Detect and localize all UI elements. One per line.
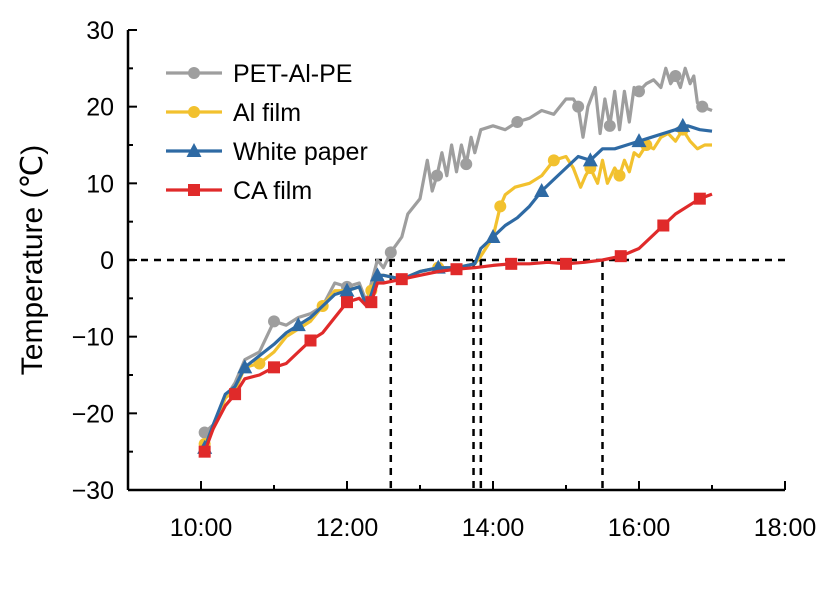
data-point — [384, 246, 397, 259]
y-tick-label: −20 — [72, 400, 114, 428]
series-white-paper — [197, 117, 713, 454]
data-point — [603, 119, 616, 132]
data-point — [657, 219, 670, 232]
legend-entry: PET-Al-PE — [166, 60, 352, 88]
series-pet-al-pe — [198, 66, 713, 439]
data-point — [431, 169, 444, 182]
data-point — [675, 117, 691, 132]
data-point — [341, 296, 353, 309]
legend-label: PET-Al-PE — [233, 60, 352, 88]
legend-entry: CA film — [166, 177, 312, 205]
y-tick-label: 30 — [86, 17, 114, 45]
data-point — [613, 169, 626, 182]
data-point — [304, 334, 317, 347]
legend: PET-Al-PE Al film White paper CA film — [166, 60, 368, 205]
data-point — [237, 359, 253, 374]
data-point — [693, 192, 706, 205]
y-axis-title: Temperature (℃) — [16, 145, 49, 375]
data-point — [633, 85, 645, 98]
x-tick-label: 14:00 — [462, 514, 525, 542]
data-point — [395, 273, 408, 286]
data-point — [229, 388, 242, 401]
data-point — [365, 296, 378, 309]
series-layer — [197, 66, 713, 458]
legend-entry: White paper — [166, 138, 368, 166]
data-point — [339, 282, 355, 297]
data-point — [560, 257, 572, 270]
series-line — [203, 66, 713, 434]
y-tick-label: −30 — [72, 477, 114, 505]
data-point — [450, 263, 463, 276]
axes: −30 −20 −10 0 10 20 30 10:00 12:00 14:00 16:00 18:0… — [72, 17, 817, 542]
data-point — [572, 100, 585, 113]
legend-label: CA film — [233, 177, 312, 205]
data-point — [268, 361, 280, 374]
y-tick-label: 10 — [86, 170, 114, 198]
data-point — [494, 200, 507, 213]
y-tick-label: 20 — [86, 94, 114, 122]
legend-entry: Al film — [166, 99, 301, 127]
legend-label: White paper — [233, 138, 368, 166]
data-point — [460, 158, 473, 171]
data-point — [696, 100, 709, 113]
legend-marker — [188, 184, 200, 196]
data-point — [614, 250, 627, 263]
data-point — [534, 183, 550, 197]
reference-lines — [128, 258, 785, 490]
legend-label: Al film — [233, 99, 301, 127]
series-ca-film — [198, 192, 713, 458]
data-point — [582, 152, 598, 167]
x-tick-label: 16:00 — [608, 514, 671, 542]
legend-marker — [188, 67, 200, 79]
data-point — [369, 267, 385, 282]
data-point — [505, 257, 518, 270]
data-point — [631, 133, 647, 148]
data-point — [198, 445, 211, 458]
legend-marker — [186, 143, 202, 157]
data-point — [290, 317, 306, 332]
legend-marker — [188, 106, 200, 118]
y-tick-label: −10 — [72, 324, 114, 352]
y-tick-label: 0 — [100, 247, 114, 275]
data-point — [485, 229, 501, 243]
x-tick-label: 12:00 — [316, 514, 379, 542]
x-tick-label: 10:00 — [170, 514, 233, 542]
data-point — [268, 315, 280, 328]
data-point — [669, 70, 682, 82]
data-point — [253, 357, 266, 370]
data-point — [547, 154, 560, 167]
x-tick-label: 18:00 — [754, 514, 817, 542]
series-line — [203, 124, 713, 449]
data-point — [511, 116, 524, 128]
